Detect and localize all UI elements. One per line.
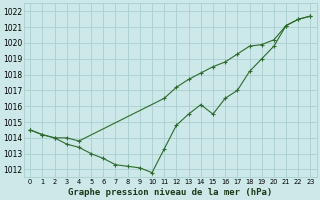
X-axis label: Graphe pression niveau de la mer (hPa): Graphe pression niveau de la mer (hPa)	[68, 188, 272, 197]
